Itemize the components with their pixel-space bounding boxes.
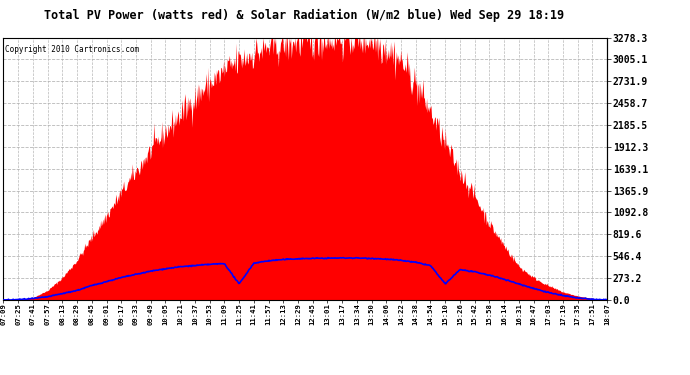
Text: Total PV Power (watts red) & Solar Radiation (W/m2 blue) Wed Sep 29 18:19: Total PV Power (watts red) & Solar Radia… [43,9,564,22]
Text: Copyright 2010 Cartronics.com: Copyright 2010 Cartronics.com [6,45,139,54]
